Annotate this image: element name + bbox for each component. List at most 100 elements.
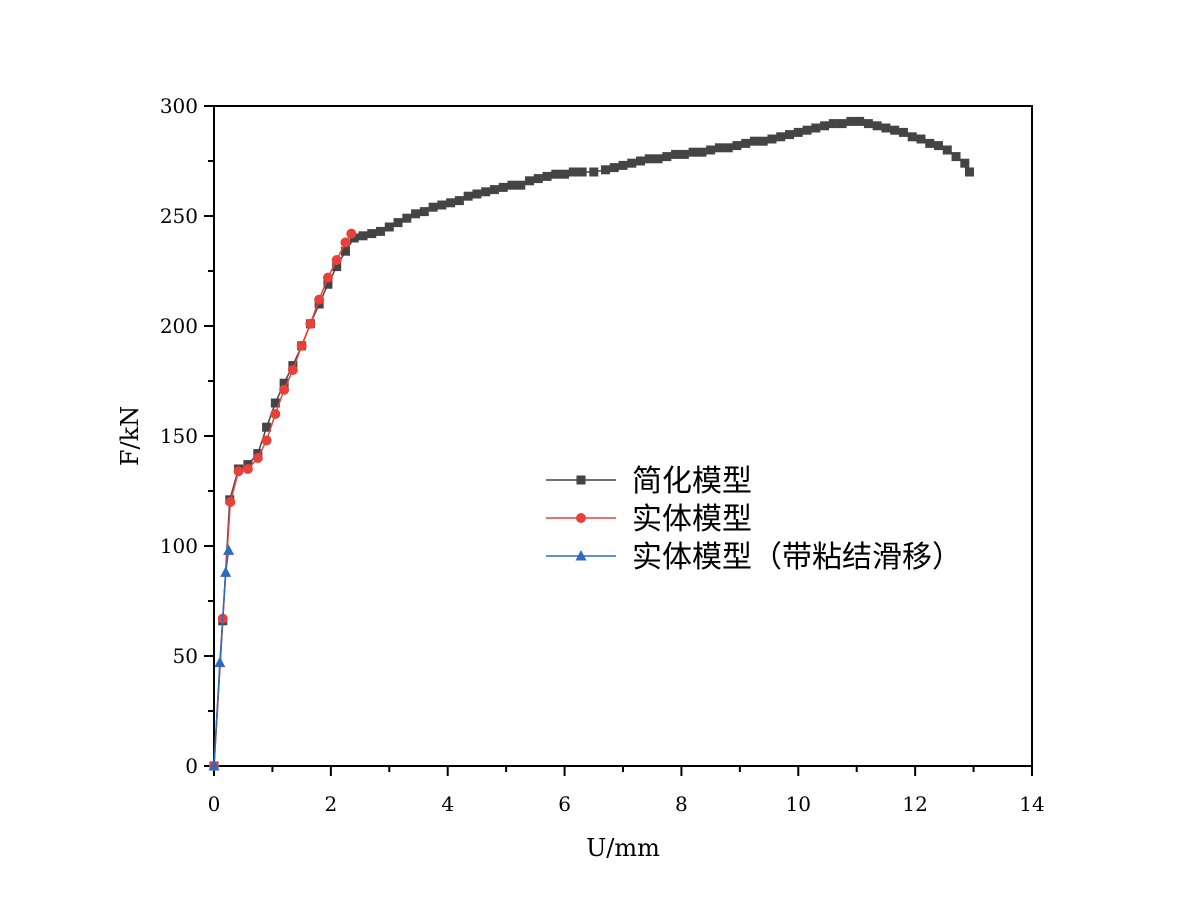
- data-point: [287, 365, 298, 375]
- data-point: [481, 187, 491, 197]
- data-point: [323, 279, 333, 289]
- data-point: [270, 398, 280, 408]
- data-point: [964, 167, 974, 177]
- data-point: [653, 154, 663, 164]
- series-1: [209, 116, 974, 771]
- data-point: [463, 191, 473, 201]
- data-point: [679, 149, 689, 159]
- data-point: [384, 222, 394, 232]
- series-line: [213, 550, 230, 767]
- data-point: [577, 167, 587, 177]
- data-point: [411, 209, 421, 219]
- data-point: [916, 134, 926, 144]
- data-point: [270, 409, 281, 419]
- data-point: [498, 182, 508, 192]
- legend-item: 实体模型（带粘结滑移）: [546, 540, 962, 575]
- y-tick-label: 300: [160, 94, 198, 118]
- data-point: [446, 198, 456, 208]
- data-point: [881, 123, 891, 133]
- data-point: [346, 228, 357, 239]
- data-point: [402, 213, 412, 223]
- y-tick-label: 50: [173, 644, 198, 668]
- x-tick-label: 10: [786, 792, 811, 816]
- data-point: [758, 136, 768, 146]
- data-point: [220, 566, 232, 577]
- data-point: [855, 116, 865, 126]
- data-point: [890, 125, 900, 135]
- data-point: [279, 378, 289, 388]
- x-tick-label: 6: [558, 792, 571, 816]
- data-point: [618, 160, 628, 170]
- data-point: [358, 231, 368, 241]
- data-point: [551, 169, 561, 179]
- plot-frame: [213, 105, 1033, 767]
- data-point: [600, 165, 610, 175]
- data-point: [376, 226, 386, 236]
- data-point: [262, 422, 272, 432]
- data-point: [525, 176, 535, 186]
- x-tick-label: 8: [675, 792, 688, 816]
- data-point: [542, 171, 552, 181]
- series-layer: [208, 116, 974, 771]
- data-point: [223, 544, 235, 555]
- data-point: [662, 152, 672, 162]
- x-tick-label: 14: [1019, 792, 1044, 816]
- data-point: [925, 138, 935, 148]
- x-axis: 0 2 4 6 8 10 12 14: [208, 766, 1045, 816]
- data-point: [279, 384, 290, 395]
- data-point: [437, 200, 447, 210]
- data-point: [793, 127, 803, 137]
- data-point: [898, 127, 908, 137]
- legend-marker: [576, 513, 586, 523]
- data-point: [568, 167, 578, 177]
- legend-item: 简化模型: [546, 464, 752, 499]
- data-point: [225, 497, 236, 507]
- data-point: [776, 132, 786, 142]
- x-tick-label: 4: [441, 792, 454, 816]
- data-point: [732, 141, 742, 151]
- data-point: [331, 255, 342, 265]
- data-point: [951, 152, 961, 162]
- data-point: [589, 167, 599, 177]
- x-tick-label: 12: [902, 792, 927, 816]
- data-point: [516, 180, 526, 190]
- data-point: [208, 760, 220, 771]
- data-point: [393, 218, 403, 228]
- data-point: [846, 116, 856, 126]
- y-tick-label: 200: [160, 314, 198, 338]
- data-point: [706, 145, 716, 155]
- data-point: [863, 119, 873, 129]
- y-tick-label: 250: [160, 204, 198, 228]
- data-point: [828, 119, 838, 129]
- series-line: [213, 120, 971, 767]
- data-point: [872, 121, 882, 131]
- data-point: [741, 138, 751, 148]
- data-point: [671, 149, 681, 159]
- data-point: [820, 121, 830, 131]
- data-point: [802, 125, 812, 135]
- data-point: [349, 233, 359, 243]
- legend-label: 实体模型: [632, 502, 752, 537]
- data-point: [723, 143, 733, 153]
- data-point: [636, 156, 646, 166]
- data-point: [749, 136, 759, 146]
- data-point: [697, 147, 707, 157]
- data-point: [644, 154, 654, 164]
- y-axis: 0 50 100 150 200 250 300: [160, 94, 214, 778]
- data-point: [785, 130, 795, 140]
- data-point: [533, 174, 543, 184]
- data-point: [472, 189, 482, 199]
- x-tick-label: 2: [324, 792, 337, 816]
- data-point: [627, 158, 637, 168]
- plot-border: [213, 105, 1033, 767]
- data-point: [907, 132, 917, 142]
- data-point: [314, 294, 325, 305]
- data-point: [322, 272, 333, 283]
- series-3: [208, 544, 235, 771]
- data-point: [252, 453, 263, 463]
- data-point: [305, 318, 316, 329]
- data-point: [454, 196, 464, 206]
- data-point: [942, 145, 952, 155]
